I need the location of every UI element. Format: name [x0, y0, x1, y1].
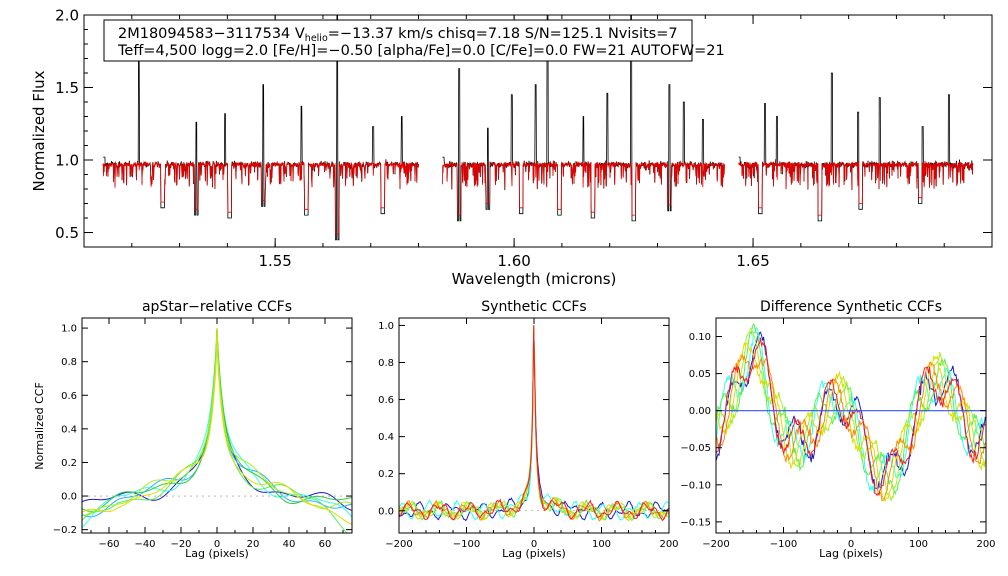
synthetic-ccf-ytick-label: 0.8 [378, 358, 394, 369]
synthetic-ccf-ytick-label: 1.0 [378, 321, 394, 332]
info-subscript: helio [305, 33, 328, 44]
apstar-ccf-title: apStar−relative CCFs [142, 299, 292, 315]
difference-ccf-ytick-label: −0.15 [680, 517, 711, 528]
apstar-ccf-visit-1 [82, 328, 352, 511]
apstar-ccf-ytick-label: 0.4 [61, 424, 77, 435]
difference-ccf-plot-area [716, 323, 986, 503]
difference-ccf-visit-3 [716, 323, 986, 496]
apstar-ccf-visit-7 [82, 328, 352, 525]
difference-ccf-xlabel: Lag (pixels) [819, 547, 883, 560]
spectrum-xtick-label: 1.60 [497, 252, 530, 270]
synthetic-ccf-plot-area [399, 325, 669, 522]
apstar-ccf-xtick-label: −60 [98, 539, 119, 550]
apstar-ccf-xtick-label: −40 [134, 539, 155, 550]
synthetic-ccf-xtick-label: 200 [659, 539, 678, 550]
spectrum-ytick-label: 2.0 [55, 6, 79, 24]
synthetic-ccf-xtick-label: 100 [592, 539, 611, 550]
difference-ccf-visit-7 [716, 337, 986, 497]
difference-ccf-xtick-label: 200 [976, 539, 995, 550]
apstar-ccf-ytick-label: 0.2 [61, 458, 77, 469]
spectrum-ytick-label: 1.0 [55, 151, 79, 169]
synthetic-ccf-ytick-label: 0.2 [378, 469, 394, 480]
info-box: 2M18094583−3117534 Vhelio=−13.37 km/s ch… [103, 19, 725, 62]
model-spectrum-chip-1 [102, 160, 419, 235]
synthetic-ccf-ytick-label: 0.6 [378, 395, 394, 406]
synthetic-ccf-visit-7 [399, 325, 669, 522]
apstar-ccf-plot-area [82, 328, 352, 533]
spectrum-xtick-label: 1.55 [258, 252, 291, 270]
difference-ccf-ytick-label: 0.00 [689, 406, 711, 417]
difference-ccf-axes-frame [715, 317, 987, 534]
difference-ccf-ytick-label: 0.10 [689, 332, 711, 343]
synthetic-ccf-xtick-label: −100 [453, 539, 480, 550]
apstar-ccf-ytick-label: 1.0 [61, 324, 77, 335]
spectrum-ytick-label: 0.5 [55, 224, 79, 242]
apstar-ccf-ytick-label: 0.0 [61, 492, 77, 503]
spectrum-ticks: 1.55 1.60 1.65 0.5 1.0 1.5 2.0 [55, 6, 993, 270]
apstar-ccf-visit-6 [82, 328, 352, 517]
synthetic-ccf-panel: Synthetic CCFs −200 −100 0 100 200 0.0 0.2 0.4 0… [378, 299, 678, 560]
synthetic-ccf-ticks: −200 −100 0 100 200 0.0 0.2 0.4 0.6 0.8 1.0 [378, 318, 679, 550]
synthetic-ccf-ytick-label: 0.4 [378, 432, 394, 443]
spectrum-panel: 1.55 1.60 1.65 0.5 1.0 1.5 2.0 Normalized Flux… [30, 6, 993, 288]
difference-ccf-ticks: −200 −100 0 100 200 −0.15 −0.10 −0.05 0.00 0.05 0.… [680, 318, 996, 550]
difference-ccf-xtick-label: 100 [909, 539, 928, 550]
spectrum-xtick-label: 1.65 [736, 252, 769, 270]
apstar-ccf-xlabel: Lag (pixels) [185, 547, 249, 560]
apstar-ccf-panel: apStar−relative CCFs −60 −40 −20 0 20 40 60 −0.… [33, 299, 353, 560]
apstar-ccf-visit-5 [82, 328, 352, 512]
synthetic-ccf-xtick-label: 0 [531, 539, 537, 550]
spectrum-ylabel: Normalized Flux [30, 70, 48, 191]
apstar-ccf-ytick-label: 0.6 [61, 391, 77, 402]
synthetic-ccf-ytick-label: 0.0 [378, 506, 394, 517]
apstar-ccf-xtick-label: 20 [247, 539, 260, 550]
difference-ccf-xtick-label: −100 [770, 539, 797, 550]
difference-ccf-ytick-label: 0.05 [689, 369, 711, 380]
model-spectrum-chip-2 [442, 160, 725, 216]
info-line-2: Teff=4,500 logg=2.0 [Fe/H]=−0.50 [alpha/… [117, 43, 725, 59]
info-star-id: 2M18094583−3117534 V [118, 26, 305, 42]
difference-ccf-xtick-label: −200 [702, 539, 729, 550]
difference-ccf-ytick-label: −0.05 [680, 443, 711, 454]
difference-ccf-panel: Difference Synthetic CCFs −200 −100 0 100 20… [680, 299, 995, 560]
observed-spectrum-chip-3 [738, 72, 974, 222]
apstar-ccf-visit-2 [82, 328, 352, 518]
apstar-ccf-ytick-label: −0.2 [53, 525, 77, 536]
difference-ccf-visit-4 [716, 327, 986, 501]
apstar-ccf-xtick-label: −20 [170, 539, 191, 550]
difference-ccf-ytick-label: −0.10 [680, 480, 711, 491]
apstar-ccf-xtick-label: 0 [214, 539, 220, 550]
spectrum-plot-area [102, 15, 974, 241]
difference-ccf-xtick-label: 0 [848, 539, 854, 550]
synthetic-ccf-xtick-label: −200 [385, 539, 412, 550]
difference-ccf-visit-5 [716, 342, 986, 503]
synthetic-ccf-title: Synthetic CCFs [481, 299, 586, 315]
spectrum-xlabel: Wavelength (microns) [452, 270, 617, 288]
observed-spectrum-chip-2 [442, 15, 725, 222]
info-line-1: 2M18094583−3117534 Vhelio=−13.37 km/s ch… [118, 26, 678, 44]
info-measurements: =−13.37 km/s chisq=7.18 S/N=125.1 Nvisit… [328, 26, 678, 42]
apstar-ccf-ylabel: Normalized CCF [33, 382, 46, 470]
difference-ccf-visit-6 [716, 353, 986, 502]
synthetic-ccf-xlabel: Lag (pixels) [502, 547, 566, 560]
model-spectrum-chip-3 [738, 160, 974, 216]
difference-ccf-title: Difference Synthetic CCFs [760, 299, 942, 315]
apstar-ccf-ytick-label: 0.8 [61, 357, 77, 368]
info-box-frame [103, 19, 693, 62]
apstar-ccf-xtick-label: 40 [283, 539, 296, 550]
spectrum-ytick-label: 1.5 [55, 79, 79, 97]
apstar-ccf-ticks: −60 −40 −20 0 20 40 60 −0.2 0.0 0.2 0.4 0.6 0.8 1.0 [53, 318, 352, 550]
apstar-ccf-xtick-label: 60 [319, 539, 332, 550]
